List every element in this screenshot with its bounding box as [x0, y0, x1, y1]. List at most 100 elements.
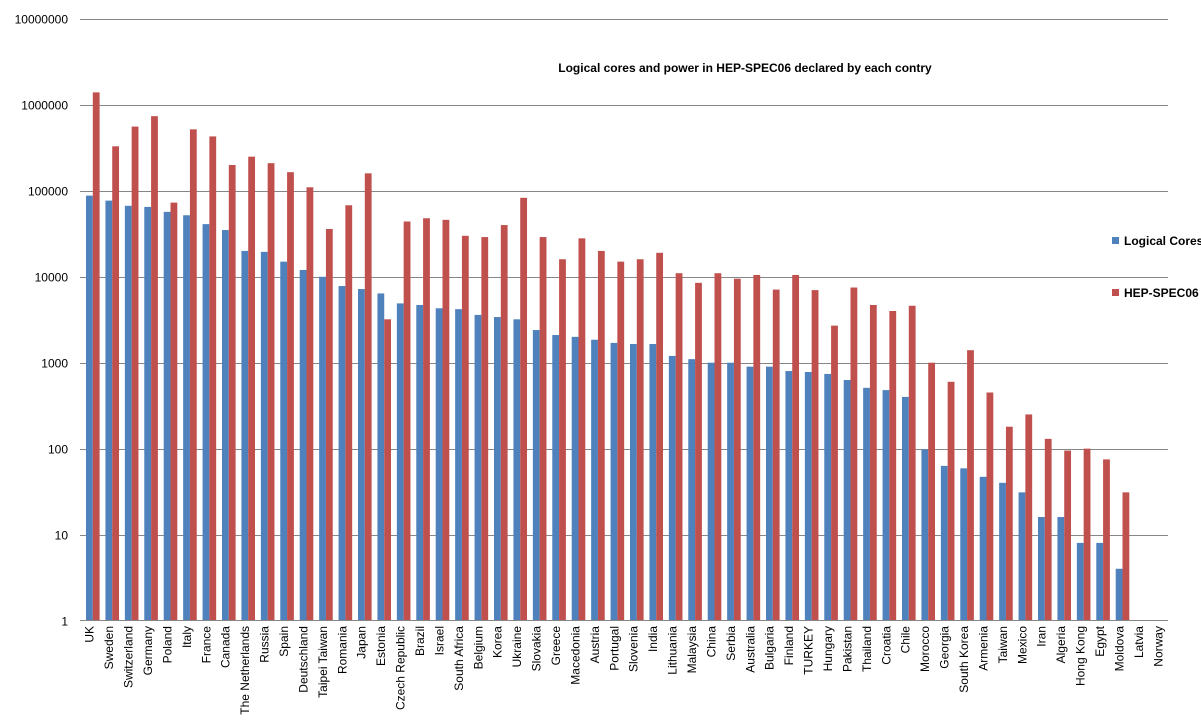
bar-hep-spec06: [1064, 450, 1072, 621]
chart-title: Logical cores and power in HEP-SPEC06 de…: [558, 61, 932, 75]
x-tick-label: Ukraine: [510, 626, 524, 668]
bar-logical-cores: [241, 250, 249, 621]
y-tick-label: 10000: [35, 271, 69, 285]
x-tick-label: Portugal: [607, 626, 621, 671]
x-tick-label: Malaysia: [685, 626, 699, 674]
legend: Logical Cores HEP-SPEC06: [1112, 234, 1201, 300]
bar-hep-spec06: [695, 282, 702, 621]
bar-logical-cores: [455, 309, 462, 621]
bar-logical-cores: [863, 387, 870, 621]
bar-hep-spec06: [112, 146, 120, 621]
x-tick-label: UK: [83, 626, 97, 643]
bar-hep-spec06: [189, 129, 197, 621]
bar-hep-spec06: [636, 259, 644, 621]
x-tick-label: Latvia: [1132, 626, 1146, 658]
bar-hep-spec06: [597, 250, 605, 621]
bar-logical-cores: [785, 371, 793, 621]
x-tick-label: Switzerland: [122, 626, 136, 688]
x-tick-label: Estonia: [374, 626, 388, 666]
bar-logical-cores: [979, 476, 987, 621]
bar-logical-cores: [202, 224, 210, 621]
bar-logical-cores: [513, 319, 521, 621]
bar-logical-cores: [494, 317, 501, 621]
x-tick-label: Spain: [277, 626, 291, 657]
x-tick-label: South Korea: [957, 626, 971, 693]
bar-logical-cores: [804, 371, 812, 621]
y-tick-label: 100: [48, 443, 68, 457]
x-tick-label: Russia: [258, 626, 272, 663]
bar-logical-cores: [999, 482, 1006, 621]
bar-logical-cores: [319, 276, 326, 621]
bar-hep-spec06: [889, 310, 897, 621]
x-axis-ticks: UK Sweden Switzerland Germany Poland Italy Fra…: [83, 625, 1166, 714]
bar-hep-spec06: [423, 218, 430, 621]
bar-hep-spec06: [520, 197, 528, 621]
x-tick-label: Hungary: [821, 626, 835, 671]
bar-logical-cores: [260, 251, 268, 621]
bar-hep-spec06: [947, 381, 955, 621]
bar-logical-cores: [532, 330, 540, 621]
bar-hep-spec06: [753, 274, 761, 621]
bar-hep-spec06: [811, 290, 819, 621]
bar-logical-cores: [1038, 517, 1045, 621]
bar-logical-cores: [1057, 517, 1065, 621]
x-tick-label: Iran: [1035, 626, 1049, 647]
x-tick-label: Austria: [588, 626, 602, 664]
bar-hep-spec06: [1044, 438, 1052, 621]
bar-hep-spec06: [267, 163, 275, 621]
bar-logical-cores: [377, 293, 385, 621]
bar-hep-spec06: [325, 228, 333, 621]
legend-swatch-hep-spec06: [1112, 289, 1119, 296]
bar-hep-spec06: [345, 205, 353, 621]
bar-hep-spec06: [131, 126, 139, 621]
bar-logical-cores: [727, 362, 734, 621]
x-tick-label: Belgium: [471, 626, 485, 669]
bar-logical-cores: [688, 359, 696, 621]
bar-hep-spec06: [617, 261, 625, 621]
bar-hep-spec06: [928, 362, 936, 621]
bar-logical-cores: [105, 200, 113, 621]
x-tick-label: Chile: [899, 626, 913, 654]
bar-hep-spec06: [908, 305, 916, 621]
bar-hep-spec06: [792, 274, 800, 621]
x-tick-label: Egypt: [1093, 625, 1107, 656]
bar-logical-cores: [843, 379, 851, 621]
x-tick-label: Poland: [160, 626, 174, 663]
bar-hep-spec06: [384, 319, 392, 621]
bar-logical-cores: [1096, 542, 1104, 621]
bar-logical-cores: [921, 449, 929, 621]
bar-logical-cores: [144, 206, 152, 621]
bar-logical-cores: [1076, 542, 1084, 621]
bar-hep-spec06: [170, 202, 178, 621]
bar-hep-spec06: [869, 304, 877, 621]
bar-hep-spec06: [967, 350, 974, 621]
x-tick-label: Germany: [141, 626, 155, 675]
bar-logical-cores: [746, 366, 754, 621]
bar-hep-spec06: [364, 173, 372, 621]
bar-hep-spec06: [442, 219, 450, 621]
x-tick-label: Greece: [549, 626, 563, 666]
bar-hep-spec06: [578, 238, 586, 621]
bar-logical-cores: [649, 344, 657, 621]
bar-hep-spec06: [306, 187, 314, 621]
bar-hep-spec06: [92, 92, 100, 621]
bar-logical-cores: [474, 314, 482, 621]
bar-hep-spec06: [228, 164, 236, 621]
x-tick-label: Croatia: [879, 626, 893, 665]
bar-logical-cores: [552, 335, 560, 621]
bar-hep-spec06: [539, 237, 547, 621]
bar-logical-cores: [882, 390, 890, 621]
bar-logical-cores: [1018, 492, 1026, 621]
bar-hep-spec06: [831, 325, 838, 621]
x-tick-label: Moldova: [1112, 626, 1126, 672]
bar-logical-cores: [630, 344, 637, 621]
x-tick-label: TURKEY: [802, 626, 816, 675]
bar-logical-cores: [280, 261, 288, 621]
bar-logical-cores: [338, 286, 346, 621]
bar-hep-spec06: [986, 392, 994, 621]
bar-logical-cores: [396, 303, 404, 621]
x-tick-label: Serbia: [724, 626, 738, 661]
y-tick-label: 1: [61, 615, 68, 629]
x-tick-label: Algeria: [1054, 626, 1068, 664]
